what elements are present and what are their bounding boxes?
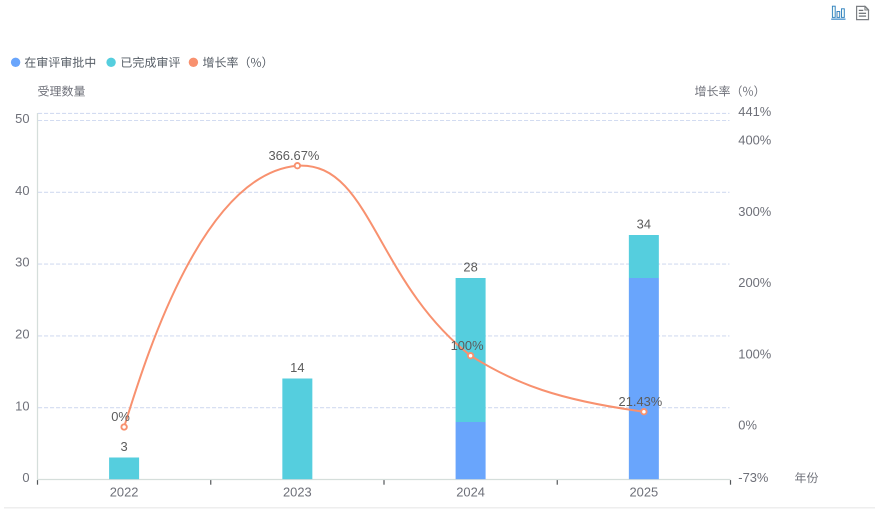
svg-text:0%: 0%	[738, 418, 757, 433]
svg-text:20: 20	[15, 327, 29, 342]
svg-text:200%: 200%	[738, 275, 771, 290]
svg-text:2022: 2022	[110, 485, 139, 500]
svg-text:28: 28	[463, 259, 477, 274]
svg-text:2024: 2024	[456, 485, 485, 500]
svg-text:100%: 100%	[738, 346, 771, 361]
svg-text:30: 30	[15, 255, 29, 270]
svg-text:-73%: -73%	[738, 470, 768, 485]
svg-text:100%: 100%	[451, 338, 484, 353]
svg-text:2025: 2025	[630, 485, 659, 500]
svg-text:2023: 2023	[283, 485, 312, 500]
svg-text:300%: 300%	[738, 204, 771, 219]
svg-text:0%: 0%	[111, 409, 130, 424]
svg-text:50: 50	[15, 111, 29, 126]
svg-text:21.43%: 21.43%	[619, 394, 663, 409]
svg-text:0: 0	[22, 470, 29, 485]
svg-text:14: 14	[290, 360, 304, 375]
svg-text:366.67%: 366.67%	[268, 148, 319, 163]
svg-text:400%: 400%	[738, 133, 771, 148]
svg-text:441%: 441%	[738, 104, 771, 119]
svg-text:3: 3	[121, 439, 128, 454]
svg-text:10: 10	[15, 398, 29, 413]
svg-text:34: 34	[637, 216, 651, 231]
svg-text:40: 40	[15, 183, 29, 198]
